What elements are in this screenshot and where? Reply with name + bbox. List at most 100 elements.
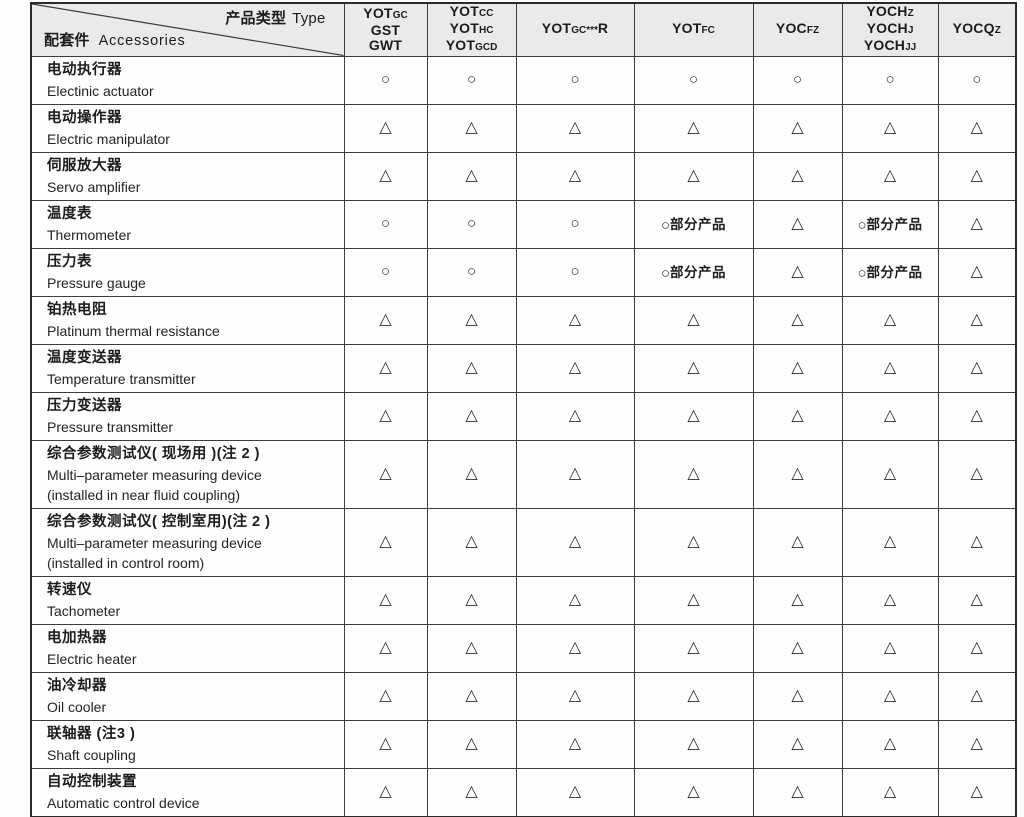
triangle-symbol: △ xyxy=(379,119,392,136)
symbol-cell: △ xyxy=(937,719,1017,769)
symbol-cell: △ xyxy=(937,391,1017,441)
triangle-symbol: △ xyxy=(883,533,897,550)
symbol-cell: △ xyxy=(343,391,428,441)
model-name: YOCHZ xyxy=(866,3,914,20)
table-row: 铂热电阻 Platinum thermal resistance △ △ △ △ △ △ △ xyxy=(30,295,1017,345)
symbol-cell: △ xyxy=(633,343,754,393)
symbol-cell: △ xyxy=(937,247,1017,297)
row-label-zh: 自动控制装置 xyxy=(47,773,137,790)
table-row: 温度变送器 Temperature transmitter △ △ △ △ △ △ △ xyxy=(30,343,1017,393)
model-suffix: GC xyxy=(392,10,408,22)
model-name: YOTGC***R xyxy=(541,20,609,37)
symbol-cell: △ xyxy=(426,295,517,345)
column-header-yochz-yochj-yochjj: YOCHZ YOCHJ YOCHJJ xyxy=(841,2,939,57)
column-header-yotcc-yothc-yotgcd: YOTCC YOTHC YOTGCD xyxy=(426,2,517,57)
table-row: 电动操作器 Electric manipulator △ △ △ △ △ △ △ xyxy=(30,103,1017,153)
partial-products-label: 部分产品 xyxy=(670,217,727,232)
row-label-en: (installed in near fluid coupling) xyxy=(47,486,240,503)
row-label: 自动控制装置 Automatic control device xyxy=(30,767,345,817)
row-label-zh: 电动操作器 xyxy=(47,109,122,126)
diagonal-divider-line xyxy=(32,4,344,56)
row-label-en: Platinum thermal resistance xyxy=(47,322,220,339)
table-row: 电动执行器 Electinic actuator ○ ○ ○ ○ ○ ○ ○ xyxy=(30,55,1017,105)
symbol-cell: △ xyxy=(937,575,1017,625)
triangle-symbol: △ xyxy=(687,465,700,482)
row-label: 综合参数测试仪( 现场用 )(注 2 ) Multi–parameter meas… xyxy=(30,439,345,509)
triangle-symbol: △ xyxy=(465,687,478,704)
row-label-zh: 联轴器 (注3 ) xyxy=(47,725,136,742)
symbol-cell: △ xyxy=(937,623,1017,673)
circle-symbol: ○ xyxy=(660,265,671,282)
symbol-cell: △ xyxy=(515,767,635,817)
row-label-en: (installed in control room) xyxy=(47,554,205,571)
triangle-symbol: △ xyxy=(465,359,478,376)
symbol-cell: △ xyxy=(426,507,517,577)
model-suffix: Z xyxy=(907,8,914,20)
row-label-en: Tachometer xyxy=(47,602,121,619)
symbol-cell: △ xyxy=(426,343,517,393)
triangle-symbol: △ xyxy=(791,591,804,608)
triangle-symbol: △ xyxy=(970,735,983,752)
circle-symbol: ○ xyxy=(857,265,867,282)
triangle-symbol: △ xyxy=(883,639,897,656)
triangle-symbol: △ xyxy=(687,407,700,424)
symbol-cell: △ xyxy=(426,391,517,441)
triangle-symbol: △ xyxy=(883,735,897,752)
symbol-cell: △ xyxy=(937,767,1017,817)
model-suffix: Z xyxy=(994,25,1001,37)
row-label-en: Electric heater xyxy=(47,650,137,667)
circle-symbol: ○ xyxy=(380,263,391,280)
symbol-cell: △ xyxy=(426,623,517,673)
triangle-symbol: △ xyxy=(883,783,897,800)
column-header-yotgc-r: YOTGC***R xyxy=(515,2,635,57)
triangle-symbol: △ xyxy=(791,311,804,328)
triangle-symbol: △ xyxy=(791,687,804,704)
corner-header-cell: 产品类型 Type 配套件 Accessories xyxy=(30,2,345,57)
symbol-cell: △ xyxy=(752,507,843,577)
triangle-symbol: △ xyxy=(379,591,392,608)
table-row: 压力表 Pressure gauge ○ ○ ○ ○部分产品 △ ○部分产品 △ xyxy=(30,247,1017,297)
symbol-cell: △ xyxy=(515,671,635,721)
circle-symbol: ○ xyxy=(660,217,671,234)
circle-symbol: ○ xyxy=(792,71,803,88)
triangle-symbol: △ xyxy=(465,735,478,752)
symbol-cell: △ xyxy=(633,103,754,153)
symbol-cell: △ xyxy=(937,199,1017,249)
circle-symbol: ○ xyxy=(466,71,477,88)
symbol-cell: △ xyxy=(841,295,939,345)
symbol-cell: △ xyxy=(633,295,754,345)
triangle-symbol: △ xyxy=(465,311,478,328)
row-label-zh: 电动执行器 xyxy=(47,61,122,78)
symbol-cell: △ xyxy=(633,767,754,817)
row-label-zh: 电加热器 xyxy=(47,629,107,646)
symbol-cell: △ xyxy=(633,719,754,769)
triangle-symbol: △ xyxy=(970,263,983,280)
symbol-cell: ○ xyxy=(515,247,635,297)
symbol-cell: △ xyxy=(343,767,428,817)
triangle-symbol: △ xyxy=(791,533,804,550)
circle-symbol: ○ xyxy=(688,71,699,88)
symbol-cell: ○ xyxy=(937,55,1017,105)
triangle-symbol: △ xyxy=(970,407,983,424)
symbol-cell: △ xyxy=(841,575,939,625)
triangle-symbol: △ xyxy=(379,359,392,376)
triangle-symbol: △ xyxy=(883,359,897,376)
triangle-symbol: △ xyxy=(791,263,804,280)
symbol-cell: △ xyxy=(633,439,754,509)
row-label: 温度变送器 Temperature transmitter xyxy=(30,343,345,393)
model-name: GST xyxy=(370,22,401,39)
model-name: GWT xyxy=(368,37,403,54)
row-label: 电动操作器 Electric manipulator xyxy=(30,103,345,153)
accessories-corner-label: 配套件 Accessories xyxy=(44,33,186,49)
triangle-symbol: △ xyxy=(970,167,983,184)
row-label: 温度表 Thermometer xyxy=(30,199,345,249)
row-label-zh: 压力表 xyxy=(47,253,92,270)
symbol-cell: △ xyxy=(937,343,1017,393)
row-label-en: Oil cooler xyxy=(47,698,107,715)
model-name: YOCHJJ xyxy=(863,37,917,54)
symbol-cell: △ xyxy=(343,575,428,625)
symbol-cell: △ xyxy=(752,247,843,297)
triangle-symbol: △ xyxy=(465,533,478,550)
model-suffix: CC xyxy=(478,8,494,20)
model-name: YOTGCD xyxy=(445,37,498,54)
